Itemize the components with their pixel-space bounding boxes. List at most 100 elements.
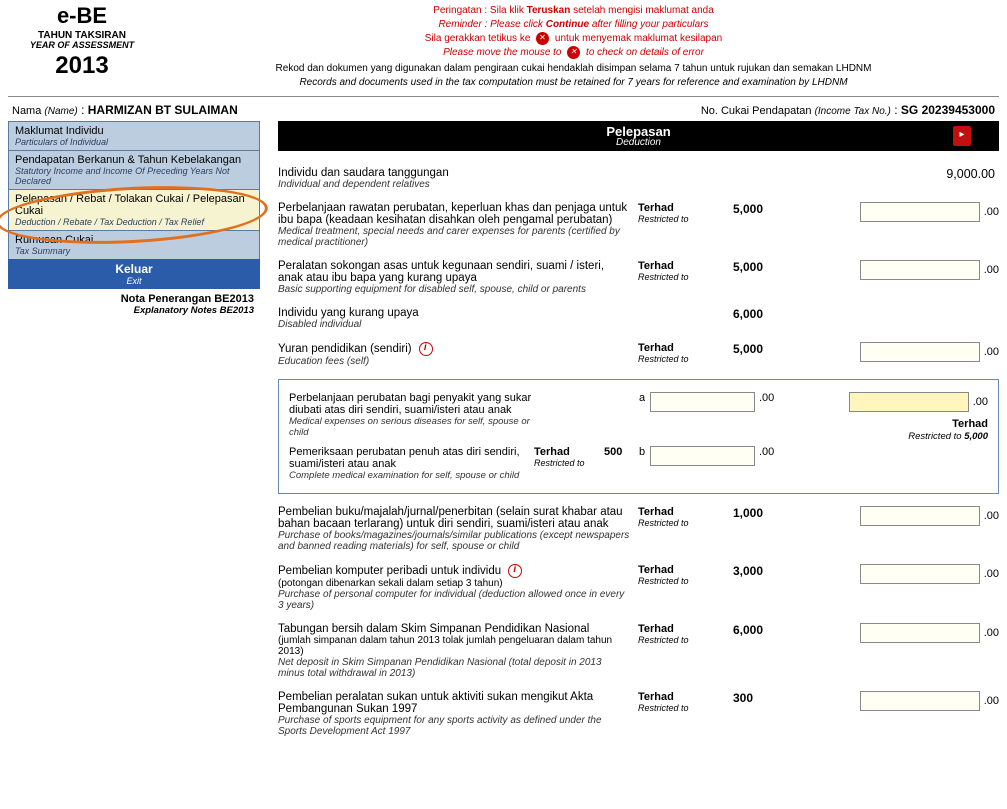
- limit-label: Terhad: [638, 506, 674, 518]
- exit-label: Keluar: [115, 262, 152, 276]
- limit-label: Terhad: [638, 260, 674, 272]
- limit-label: Terhad: [534, 446, 570, 458]
- error-icon: [536, 32, 549, 45]
- pdf-icon[interactable]: [953, 126, 971, 146]
- nav-label-en: Statutory Income and Income Of Preceding…: [15, 166, 253, 186]
- decimal: .00: [973, 396, 988, 408]
- row-label: Perbelanjaan rawatan perubatan, keperlua…: [278, 202, 630, 226]
- input-parents-medical[interactable]: [860, 202, 980, 222]
- limit-amount: 500: [604, 446, 634, 458]
- row-label-en: Purchase of personal computer for indivi…: [278, 589, 630, 611]
- row-label-en: Net deposit in Skim Simpanan Pendidikan …: [278, 657, 630, 679]
- warn-en: after filling your particulars: [589, 19, 709, 30]
- warn-bold: Teruskan: [527, 5, 571, 16]
- decimal: .00: [759, 392, 774, 404]
- limit-label: Terhad: [638, 202, 674, 214]
- limit-amount: 3,000: [733, 564, 798, 578]
- limit-amount: 1,000: [733, 506, 798, 520]
- deduction-row-computer: Pembelian komputer peribadi untuk indivi…: [278, 558, 999, 617]
- exit-label-en: Exit: [9, 276, 259, 286]
- input-medical-serious[interactable]: [650, 392, 755, 412]
- row-label: Tabungan bersih dalam Skim Simpanan Pend…: [278, 623, 630, 635]
- nav-label: Rumusan Cukai: [15, 234, 253, 246]
- medical-subsection-box: Perbelanjaan perubatan bagi penyakit yan…: [278, 379, 999, 494]
- row-label-en: Education fees (self): [278, 356, 630, 367]
- warn-text: Peringatan : Sila klik: [433, 5, 526, 16]
- decimal: .00: [759, 446, 774, 458]
- notes-label: Nota Penerangan BE2013: [121, 293, 254, 305]
- warn2-text: untuk menyemak maklumat kesilapan: [552, 33, 722, 44]
- name-value: HARMIZAN BT SULAIMAN: [88, 103, 238, 117]
- deduction-row-books: Pembelian buku/majalah/jurnal/penerbitan…: [278, 500, 999, 558]
- limit-label: Terhad: [638, 342, 674, 354]
- nav-label: Pelepasan / Rebat / Tolakan Cukai / Pele…: [15, 193, 253, 217]
- deduction-row-education-fees: Yuran pendidikan (sendiri) Education fee…: [278, 336, 999, 373]
- deduction-row-support-equipment: Peralatan sokongan asas untuk kegunaan s…: [278, 254, 999, 301]
- assessment-year: 2013: [12, 53, 152, 79]
- row-label: Perbelanjaan perubatan bagi penyakit yan…: [289, 392, 534, 416]
- row-label: Individu yang kurang upaya: [278, 307, 630, 319]
- deduction-row-disabled-individual: Individu yang kurang upaya Disabled indi…: [278, 301, 999, 336]
- sidebar-item-income[interactable]: Pendapatan Berkanun & Tahun Kebelakangan…: [8, 150, 260, 190]
- row-label-en: Purchase of books/magazines/journals/sim…: [278, 530, 630, 552]
- info-icon[interactable]: [508, 564, 522, 578]
- nav-label: Pendapatan Berkanun & Tahun Kebelakangan: [15, 154, 253, 166]
- input-education-fees[interactable]: [860, 342, 980, 362]
- sidebar-item-deduction[interactable]: Pelepasan / Rebat / Tolakan Cukai / Pele…: [8, 189, 260, 231]
- retain-en: Records and documents used in the tax co…: [164, 76, 983, 90]
- row-label-en: Basic supporting equipment for disabled …: [278, 284, 630, 295]
- sidebar-item-summary[interactable]: Rumusan Cukai Tax Summary: [8, 230, 260, 260]
- limit-label-en: Restricted to: [638, 354, 733, 364]
- input-sports[interactable]: [860, 691, 980, 711]
- warn2-en: to check on details of error: [583, 47, 704, 58]
- input-books[interactable]: [860, 506, 980, 526]
- input-sspn[interactable]: [860, 623, 980, 643]
- limit-label: Terhad: [638, 691, 674, 703]
- row-label: Yuran pendidikan (sendiri): [278, 343, 412, 355]
- limit-label: Terhad: [638, 564, 674, 576]
- limit-amount: 5,000: [733, 202, 798, 216]
- deduction-row-individual: Individu dan saudara tanggungan Individu…: [278, 161, 999, 196]
- warn-text: setelah mengisi maklumat anda: [570, 5, 713, 16]
- deduction-row-sports: Pembelian peralatan sukan untuk aktiviti…: [278, 685, 999, 743]
- limit-amount: 5,000: [964, 431, 988, 442]
- decimal: .00: [984, 627, 999, 639]
- taxno-value: SG 20239453000: [901, 103, 995, 117]
- decimal: .00: [984, 264, 999, 276]
- section-title-en: Deduction: [606, 138, 670, 148]
- explanatory-notes-link[interactable]: Nota Penerangan BE2013 Explanatory Notes…: [8, 289, 260, 316]
- row-label: Peralatan sokongan asas untuk kegunaan s…: [278, 260, 630, 284]
- taxno-label: No. Cukai Pendapatan: [701, 105, 815, 117]
- row-label: Individu dan saudara tanggungan: [278, 167, 630, 179]
- app-title: e-BE: [12, 4, 152, 28]
- row-label: Pembelian buku/majalah/jurnal/penerbitan…: [278, 506, 630, 530]
- info-icon[interactable]: [419, 342, 433, 356]
- warn2-text: Sila gerakkan tetikus ke: [425, 33, 533, 44]
- warn-en: Reminder : Please click: [438, 19, 545, 30]
- limit-label-en: Restricted to: [534, 458, 604, 468]
- row-label: Pembelian peralatan sukan untuk aktiviti…: [278, 691, 630, 715]
- nav-label-en: Deduction / Rebate / Tax Deduction / Tax…: [15, 217, 253, 227]
- limit-amount: 300: [733, 691, 798, 705]
- decimal: .00: [984, 510, 999, 522]
- limit-label-en: Restricted to: [638, 272, 733, 282]
- input-support-equipment[interactable]: [860, 260, 980, 280]
- sidebar-exit-button[interactable]: Keluar Exit: [8, 259, 260, 289]
- sidebar-item-particulars[interactable]: Maklumat Individu Particulars of Individ…: [8, 121, 260, 151]
- limit-label: Terhad: [952, 418, 988, 430]
- input-medical-exam[interactable]: [650, 446, 755, 466]
- row-label-en: Complete medical examination for self, s…: [289, 470, 534, 481]
- warn-en-bold: Continue: [546, 19, 589, 30]
- limit-label-en: Restricted to: [638, 214, 733, 224]
- nav-label-en: Tax Summary: [15, 246, 253, 256]
- retain-text: Rekod dan dokumen yang digunakan dalam p…: [164, 62, 983, 76]
- limit-label: Terhad: [638, 623, 674, 635]
- input-medical-total[interactable]: [849, 392, 969, 412]
- sub-tag-b: b: [634, 446, 650, 458]
- input-computer[interactable]: [860, 564, 980, 584]
- limit-label-en: Restricted to: [638, 518, 733, 528]
- row-label-en: Individual and dependent relatives: [278, 179, 630, 190]
- limit-amount: 6,000: [733, 623, 798, 637]
- row-sublabel: (potongan dibenarkan sekali dalam setiap…: [278, 578, 630, 589]
- notes-label-en: Explanatory Notes BE2013: [8, 305, 254, 316]
